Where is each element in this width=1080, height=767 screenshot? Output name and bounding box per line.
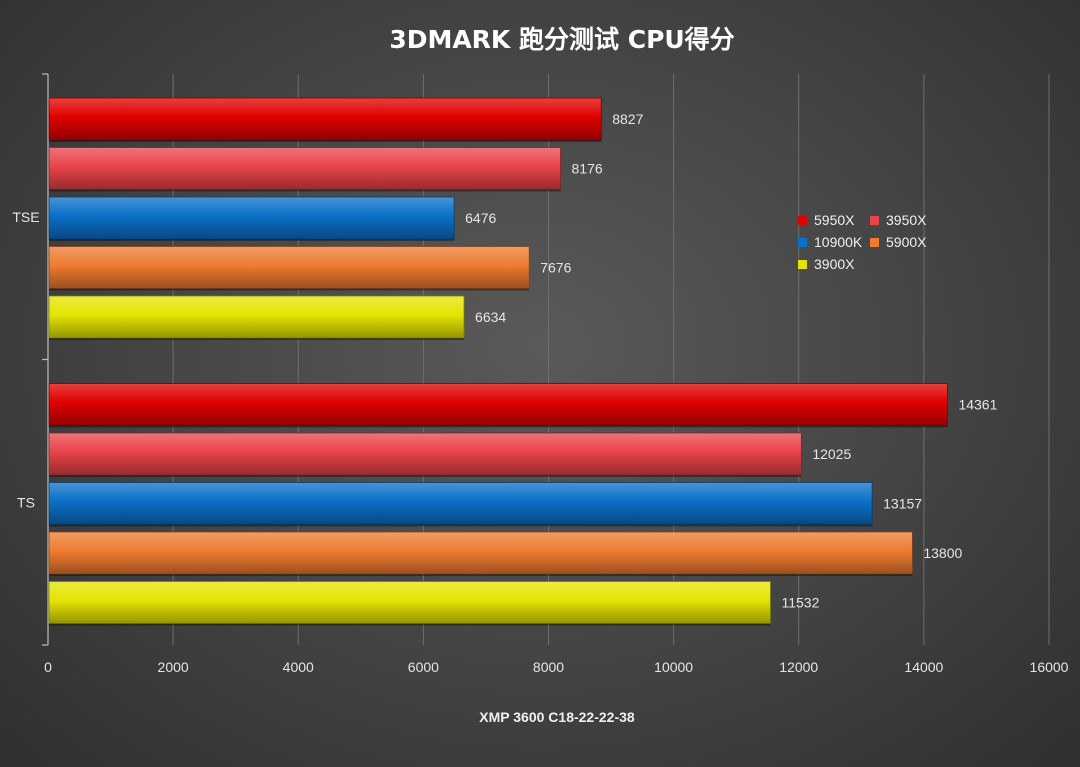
bar	[48, 147, 561, 190]
category-labels: TSE TS	[12, 209, 39, 511]
x-tick-label: 8000	[533, 659, 564, 675]
x-tick-label: 2000	[158, 659, 189, 675]
data-labels: 8827 8176 6476 7676 6634 14361 12025 13157 13800…	[465, 111, 997, 611]
bar-shadow	[49, 524, 873, 527]
data-label: 12025	[812, 446, 851, 462]
bar-shadow	[49, 140, 602, 142]
x-tick-label: 14000	[904, 659, 943, 675]
data-label: 7676	[540, 260, 571, 276]
x-tick-label: 6000	[408, 659, 439, 675]
bar	[48, 482, 873, 525]
category-label: TS	[17, 494, 35, 510]
bar-shadow	[49, 189, 561, 192]
x-tick-label: 10000	[654, 659, 693, 675]
legend-label: 3950X	[886, 212, 927, 228]
legend-swatch	[870, 216, 879, 225]
x-tick-label: 4000	[283, 659, 314, 675]
x-tick-label: 12000	[779, 659, 818, 675]
legend-label: 5900X	[886, 234, 927, 250]
x-tick-labels: 0 2000 4000 6000 8000 10000 12000 14000 16000	[44, 659, 1069, 675]
data-label: 13800	[923, 545, 962, 561]
x-tick-label: 16000	[1030, 659, 1069, 675]
legend-swatch	[798, 216, 807, 225]
bar	[48, 196, 455, 240]
bar	[48, 295, 465, 339]
bar	[48, 97, 602, 141]
category-label: TSE	[12, 209, 39, 225]
bar	[48, 383, 948, 426]
data-label: 6476	[465, 210, 496, 226]
legend-swatch	[798, 260, 807, 269]
bar-shadow	[49, 425, 948, 428]
legend-label: 3900X	[814, 256, 855, 272]
bar-shadow	[49, 475, 802, 477]
bar-shadow	[49, 574, 913, 576]
bar	[48, 432, 802, 476]
data-label: 13157	[883, 496, 922, 512]
bar-shadow	[49, 288, 530, 291]
bar-shadow	[49, 239, 455, 241]
legend-label: 5950X	[814, 212, 855, 228]
bar	[48, 531, 913, 575]
data-label: 8827	[612, 111, 643, 127]
data-label: 8176	[572, 161, 603, 177]
bars	[48, 97, 948, 626]
bar-shadow	[49, 623, 771, 626]
data-label: 14361	[958, 397, 997, 413]
x-tick-label: 0	[44, 659, 52, 675]
bar	[48, 581, 771, 624]
bar-shadow	[49, 338, 465, 340]
axes	[42, 73, 49, 646]
bar	[48, 246, 530, 289]
legend-swatch	[798, 238, 807, 247]
data-label: 11532	[781, 595, 819, 611]
legend-swatch	[870, 238, 879, 247]
x-axis-label: XMP 3600 C18-22-22-38	[479, 709, 635, 725]
chart-title: 3DMARK 跑分测试 CPU得分	[389, 25, 734, 54]
data-label: 6634	[475, 309, 506, 325]
legend: 5950X 3950X 10900K 5900X 3900X	[798, 212, 927, 272]
legend-label: 10900K	[814, 234, 863, 250]
